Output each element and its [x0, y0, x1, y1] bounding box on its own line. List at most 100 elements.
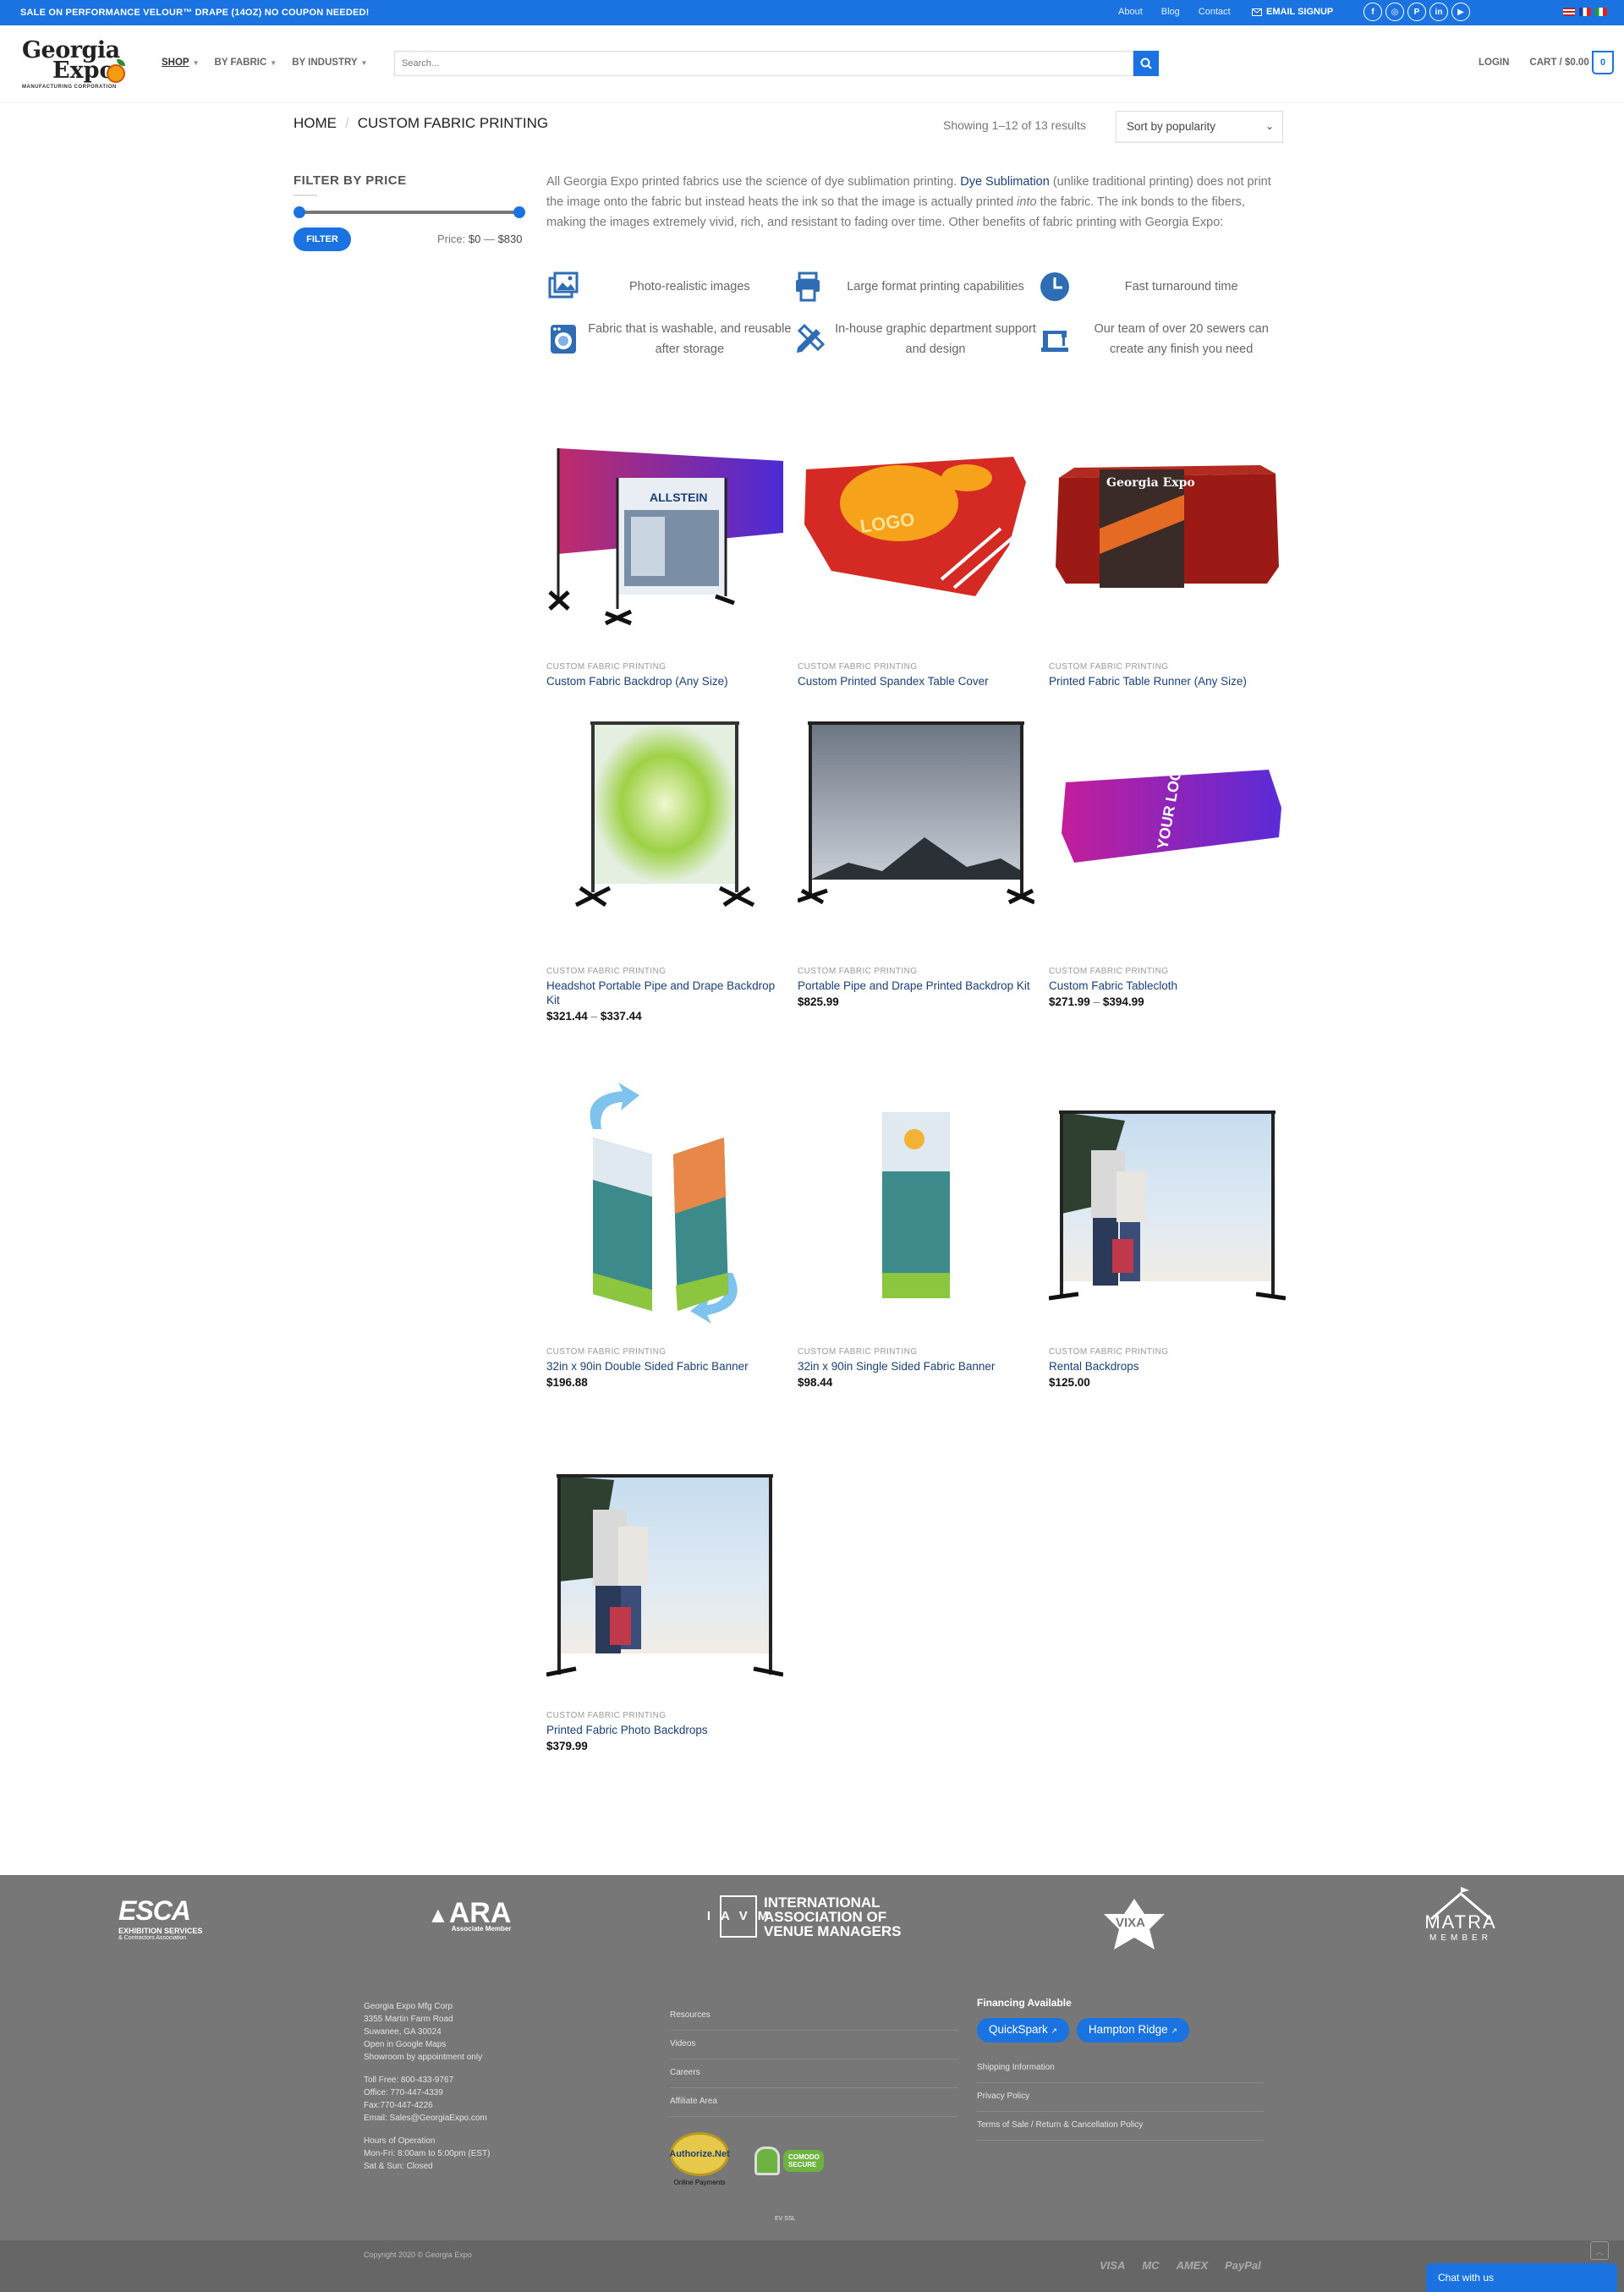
matra-logo[interactable]: MATRA MEMBER: [1414, 1887, 1507, 1943]
product-category[interactable]: CUSTOM FABRIC PRINTING: [546, 662, 667, 672]
product-title[interactable]: Printed Fabric Photo Backdrops: [546, 1724, 708, 1736]
france-flag-icon[interactable]: [1579, 8, 1591, 16]
filter-button[interactable]: FILTER: [294, 228, 351, 251]
product-image[interactable]: Georgia Expo: [1049, 385, 1286, 655]
site-footer: ESCA EXHIBITION SERVICES & Contractors A…: [0, 1875, 1624, 2240]
nav-by-industry[interactable]: BY INDUSTRY ▼: [292, 58, 367, 68]
allstein-logo-text: ALLSTEIN: [650, 491, 707, 504]
product-category[interactable]: CUSTOM FABRIC PRINTING: [546, 1711, 667, 1720]
product-card[interactable]: CUSTOM FABRIC PRINTING 32in x 90in Singl…: [798, 1070, 1034, 1389]
chat-widget-button[interactable]: Chat with us: [1426, 2263, 1617, 2292]
vixa-logo[interactable]: VIXA: [1104, 1899, 1165, 1949]
office-phone[interactable]: Office: 770-447-4339: [364, 2088, 443, 2097]
facebook-icon[interactable]: f: [1363, 3, 1382, 21]
footer-link-affiliate[interactable]: Affiliate Area: [670, 2088, 957, 2117]
product-card[interactable]: CUSTOM FABRIC PRINTING Headshot Portable…: [546, 689, 783, 1023]
product-price: $379.99: [546, 1740, 588, 1752]
footer-link-terms[interactable]: Terms of Sale / Return & Cancellation Po…: [977, 2112, 1265, 2141]
nav-shop[interactable]: SHOP ▼: [162, 58, 200, 68]
footer-link-resources[interactable]: Resources: [670, 2002, 957, 2031]
intro-text-1: All Georgia Expo printed fabrics use the…: [546, 175, 961, 189]
product-category[interactable]: CUSTOM FABRIC PRINTING: [546, 1347, 667, 1357]
product-title[interactable]: Portable Pipe and Drape Printed Backdrop…: [798, 979, 1030, 992]
product-category[interactable]: CUSTOM FABRIC PRINTING: [1049, 1347, 1169, 1357]
email-link[interactable]: Email: Sales@GeorgiaExpo.com: [364, 2114, 487, 2123]
product-card[interactable]: Georgia Expo CUSTOM FABRIC PRINTING Prin…: [1049, 385, 1286, 688]
price-slider-max-handle[interactable]: [513, 206, 525, 218]
product-category[interactable]: CUSTOM FABRIC PRINTING: [1049, 967, 1169, 976]
product-image[interactable]: [546, 1434, 783, 1704]
product-category[interactable]: CUSTOM FABRIC PRINTING: [546, 967, 667, 976]
instagram-icon[interactable]: ◎: [1385, 3, 1404, 21]
quickspark-button[interactable]: QuickSpark ↗: [977, 2018, 1070, 2043]
product-category[interactable]: CUSTOM FABRIC PRINTING: [798, 662, 918, 672]
blog-link[interactable]: Blog: [1160, 7, 1180, 17]
iavm-logo[interactable]: IAVM INTERNATIONAL ASSOCIATION OF VENUE …: [707, 1895, 901, 1938]
product-card[interactable]: CUSTOM FABRIC PRINTING Printed Fabric Ph…: [546, 1434, 783, 1752]
product-image[interactable]: [1049, 1070, 1286, 1341]
product-card[interactable]: CUSTOM FABRIC PRINTING Rental Backdrops …: [1049, 1070, 1286, 1389]
product-category[interactable]: CUSTOM FABRIC PRINTING: [1049, 662, 1169, 672]
sort-select[interactable]: Sort by popularity ⌄: [1116, 111, 1283, 143]
comodo-secure-badge[interactable]: COMODO SECURE: [754, 2146, 824, 2175]
hampton-ridge-button[interactable]: Hampton Ridge ↗: [1076, 2018, 1189, 2043]
google-maps-link[interactable]: Open in Google Maps: [364, 2040, 447, 2049]
contact-link[interactable]: Contact: [1198, 7, 1231, 17]
price-prefix: Price:: [437, 233, 466, 245]
product-title[interactable]: 32in x 90in Double Sided Fabric Banner: [546, 1360, 749, 1373]
product-card[interactable]: ALLSTEIN CUSTOM FABRIC PRINTING Custom F…: [546, 385, 783, 688]
footer-link-videos[interactable]: Videos: [670, 2031, 957, 2059]
footer-link-careers[interactable]: Careers: [670, 2059, 957, 2088]
product-image[interactable]: [546, 689, 783, 960]
authorize-net-badge[interactable]: Authorize.Net Online Payments: [669, 2132, 730, 2189]
ara-logo[interactable]: ▲ARA Associate Member: [427, 1897, 511, 1933]
linkedin-icon[interactable]: in: [1429, 3, 1448, 21]
nav-by-fabric[interactable]: BY FABRIC ▼: [215, 58, 277, 68]
price-max: $830: [497, 233, 523, 245]
product-title[interactable]: 32in x 90in Single Sided Fabric Banner: [798, 1360, 996, 1373]
product-category[interactable]: CUSTOM FABRIC PRINTING: [798, 967, 918, 976]
email-signup-link[interactable]: EMAIL SIGNUP: [1252, 7, 1333, 17]
product-card[interactable]: YOUR LOGO & MESSAGE CUSTOM FABRIC PRINTI…: [1049, 689, 1286, 1008]
search-button[interactable]: [1133, 51, 1159, 76]
product-title[interactable]: Custom Fabric Tablecloth: [1049, 979, 1178, 992]
product-category[interactable]: CUSTOM FABRIC PRINTING: [798, 1347, 918, 1357]
product-card[interactable]: CUSTOM FABRIC PRINTING 32in x 90in Doubl…: [546, 1070, 783, 1389]
italy-flag-icon[interactable]: [1595, 8, 1607, 16]
chevron-down-icon: ▼: [270, 59, 277, 67]
product-title[interactable]: Printed Fabric Table Runner (Any Size): [1049, 675, 1247, 688]
about-link[interactable]: About: [1118, 7, 1143, 17]
us-flag-icon[interactable]: [1563, 8, 1575, 16]
toll-free-phone[interactable]: Toll Free: 800-433-9767: [364, 2075, 454, 2085]
dye-sublimation-link[interactable]: Dye Sublimation: [960, 175, 1050, 189]
product-card[interactable]: LOGO CUSTOM FABRIC PRINTING Custom Print…: [798, 385, 1034, 688]
product-image[interactable]: YOUR LOGO & MESSAGE: [1049, 689, 1286, 960]
product-title[interactable]: Headshot Portable Pipe and Drape Backdro…: [546, 979, 776, 1006]
product-image[interactable]: [546, 1070, 783, 1341]
product-card[interactable]: CUSTOM FABRIC PRINTING Portable Pipe and…: [798, 689, 1034, 1008]
cart-count-badge[interactable]: 0: [1592, 51, 1614, 74]
promo-banner[interactable]: SALE ON PERFORMANCE VELOUR™ DRAPE (14OZ)…: [20, 8, 370, 18]
search-input[interactable]: [394, 51, 1133, 76]
esca-logo[interactable]: ESCA EXHIBITION SERVICES & Contractors A…: [118, 1895, 202, 1941]
footer-link-privacy[interactable]: Privacy Policy: [977, 2083, 1265, 2112]
product-title[interactable]: Custom Printed Spandex Table Cover: [798, 675, 989, 688]
price-slider-min-handle[interactable]: [294, 206, 305, 218]
cart-link[interactable]: CART / $0.00: [1529, 58, 1589, 68]
ev-ssl-label: EV SSL: [775, 2216, 796, 2222]
product-title[interactable]: Custom Fabric Backdrop (Any Size): [546, 675, 728, 688]
product-image[interactable]: ALLSTEIN: [546, 385, 783, 655]
back-to-top-button[interactable]: ︿: [1590, 2241, 1609, 2260]
site-logo[interactable]: Georgia Expo MANUFACTURING CORPORATION: [22, 37, 136, 90]
product-image[interactable]: [798, 1070, 1034, 1341]
logo-subtitle: MANUFACTURING CORPORATION: [22, 85, 117, 90]
breadcrumb-home[interactable]: HOME: [294, 115, 337, 131]
pinterest-icon[interactable]: P: [1407, 3, 1426, 21]
product-image[interactable]: [798, 689, 1034, 960]
product-title[interactable]: Rental Backdrops: [1049, 1360, 1139, 1373]
footer-link-shipping[interactable]: Shipping Information: [977, 2054, 1265, 2083]
product-image[interactable]: LOGO: [798, 385, 1034, 655]
login-link[interactable]: LOGIN: [1479, 58, 1510, 68]
price-slider[interactable]: [294, 206, 525, 218]
youtube-icon[interactable]: ▶: [1451, 3, 1470, 21]
